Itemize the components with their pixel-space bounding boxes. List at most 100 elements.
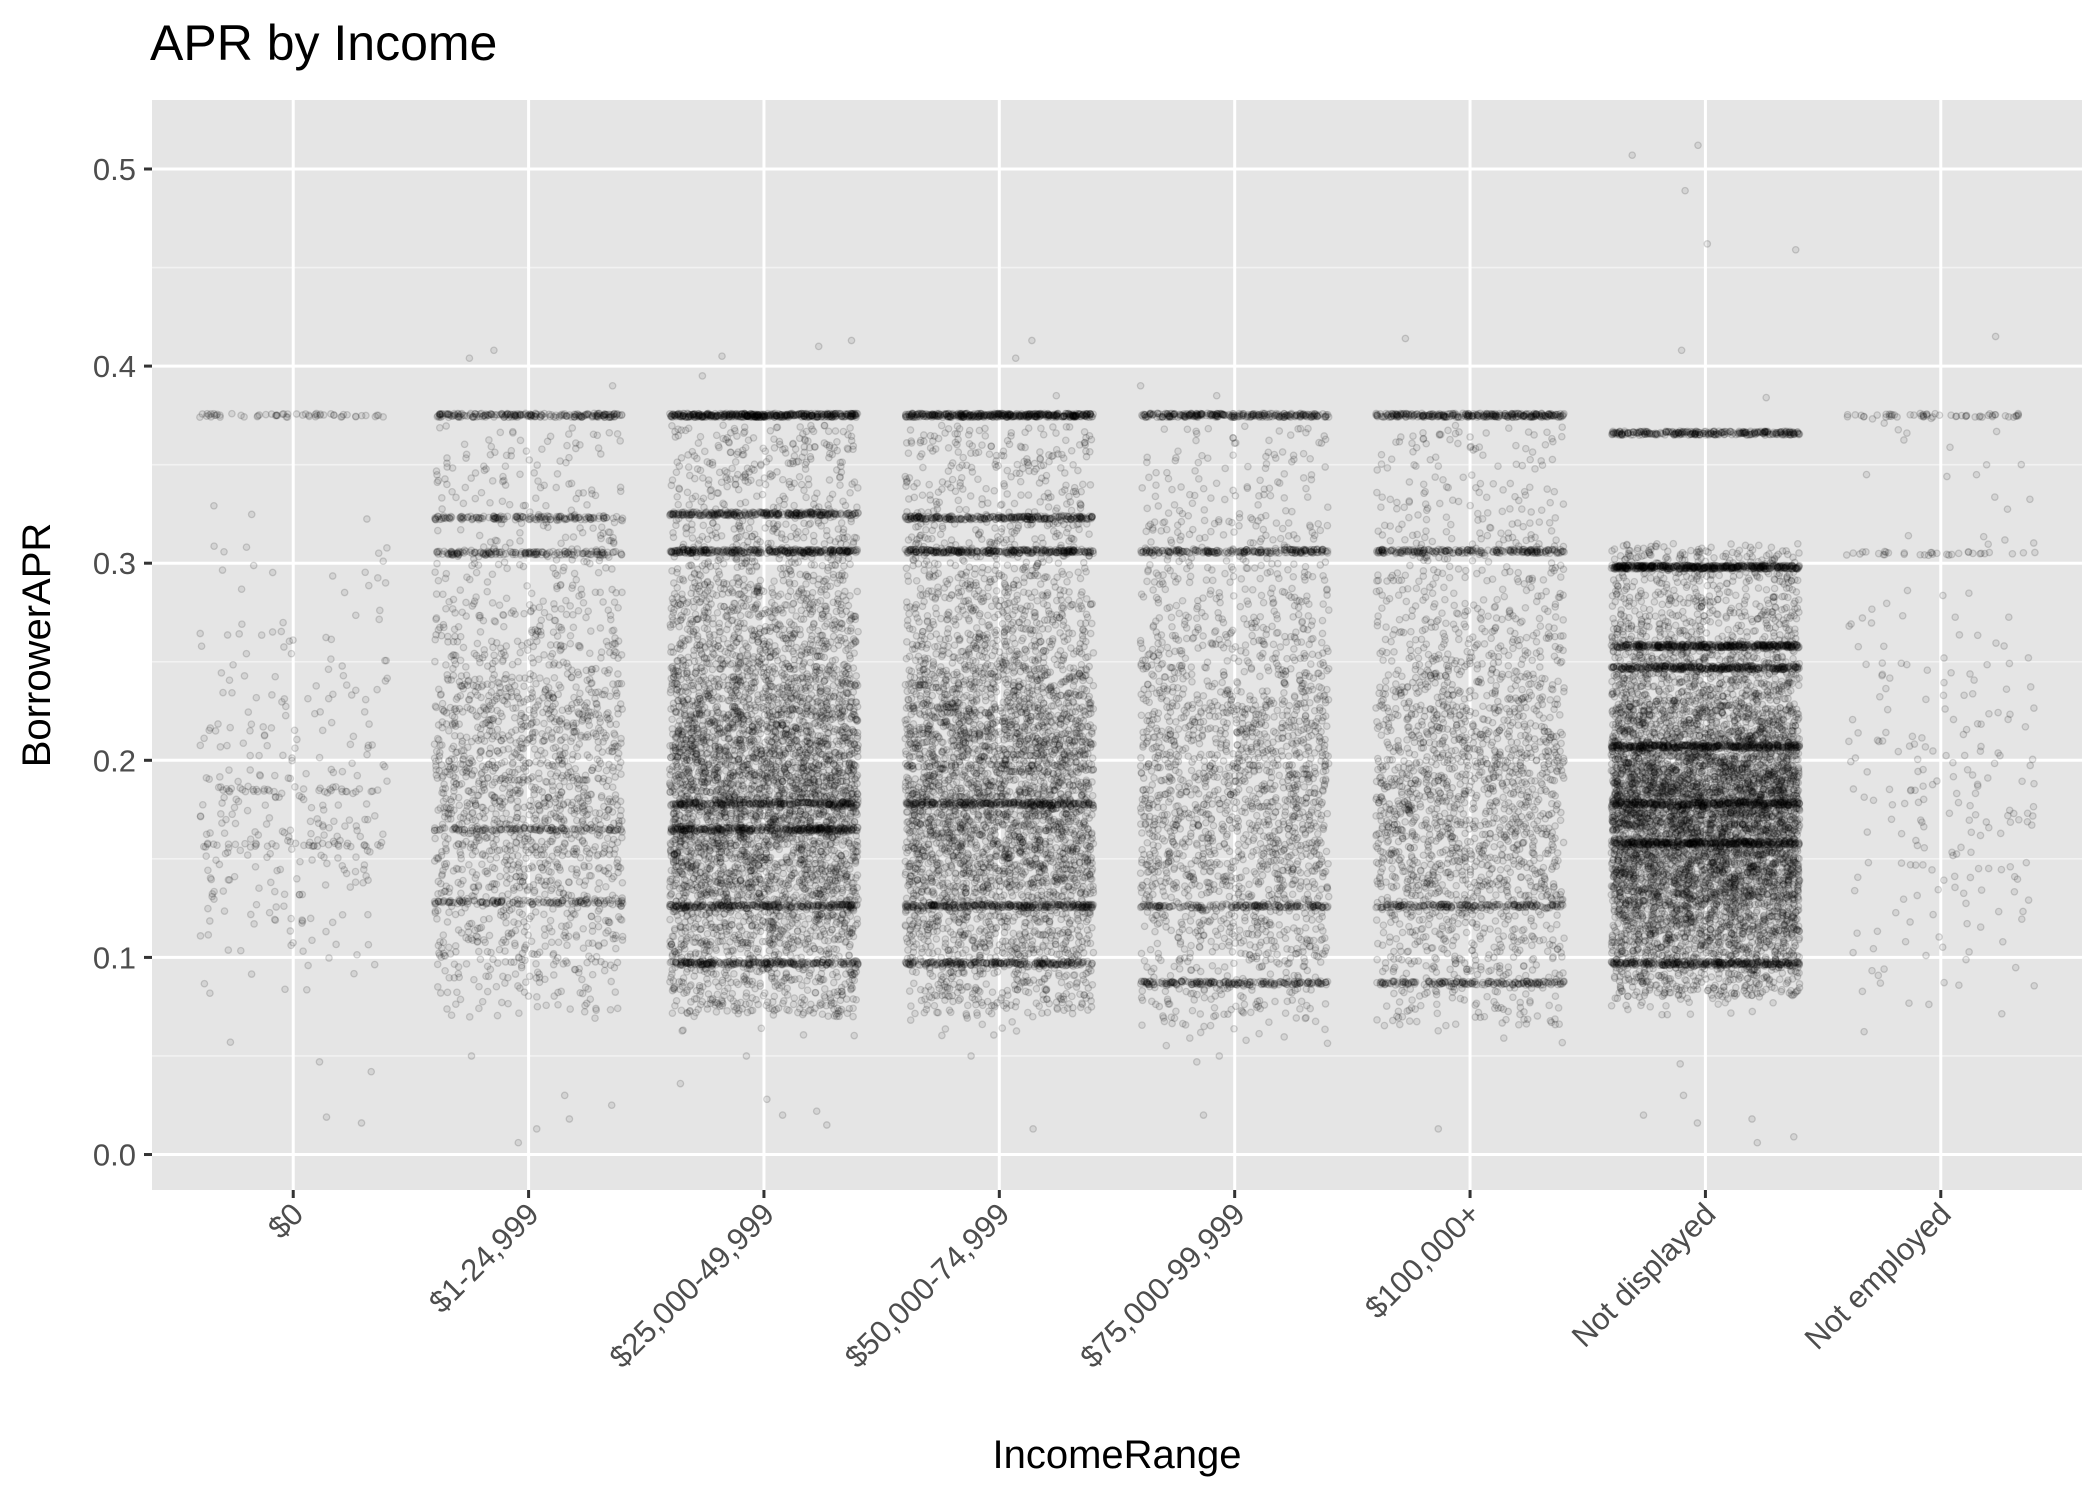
data-point: [260, 724, 266, 730]
data-point: [594, 413, 600, 419]
data-point: [614, 826, 620, 832]
data-point: [229, 690, 235, 696]
data-point: [313, 683, 319, 689]
data-point: [484, 589, 490, 595]
data-point: [221, 830, 227, 836]
data-point: [615, 671, 621, 677]
data-point: [540, 847, 546, 853]
data-point: [292, 784, 298, 790]
data-point: [492, 901, 498, 907]
data-point: [320, 727, 326, 733]
data-point: [435, 578, 441, 584]
data-point: [475, 826, 481, 832]
data-point: [463, 808, 469, 814]
data-point: [562, 930, 568, 936]
data-point: [580, 990, 586, 996]
data-point: [488, 443, 494, 449]
data-point: [594, 705, 600, 711]
data-point: [545, 794, 551, 800]
data-point: [550, 951, 556, 957]
data-point: [479, 683, 485, 689]
data-point: [605, 607, 611, 613]
data-point: [597, 727, 603, 733]
data-point: [514, 638, 520, 644]
data-point: [549, 651, 555, 657]
data-point: [215, 721, 221, 727]
data-point: [456, 794, 462, 800]
data-point: [605, 777, 611, 783]
data-point: [494, 538, 500, 544]
data-point: [471, 601, 477, 607]
data-point: [517, 538, 523, 544]
data-point: [566, 708, 572, 714]
data-point: [551, 675, 557, 681]
data-point: [224, 632, 230, 638]
data-point: [574, 699, 580, 705]
data-point: [435, 984, 441, 990]
data-point: [474, 640, 480, 646]
data-point: [595, 689, 601, 695]
data-point: [583, 704, 589, 710]
data-point: [555, 846, 561, 852]
data-point: [514, 694, 520, 700]
data-point: [435, 961, 441, 967]
data-point: [435, 722, 441, 728]
data-point: [513, 814, 519, 820]
data-point: [561, 818, 567, 824]
data-point: [433, 591, 439, 597]
data-point: [442, 968, 448, 974]
data-point: [575, 672, 581, 678]
data-point: [270, 569, 276, 575]
data-point: [563, 460, 569, 466]
data-point: [601, 515, 607, 521]
data-point: [497, 684, 503, 690]
data-point: [502, 959, 508, 965]
data-point: [594, 756, 600, 762]
data-point: [481, 917, 487, 923]
data-point: [614, 431, 620, 437]
data-point: [494, 1012, 500, 1018]
data-point: [584, 559, 590, 565]
data-point: [433, 515, 439, 521]
data-point: [366, 582, 372, 588]
data-point: [288, 651, 294, 657]
data-point: [455, 624, 461, 630]
data-point: [264, 854, 270, 860]
data-point: [363, 696, 369, 702]
data-point: [489, 638, 495, 644]
data-point: [502, 759, 508, 765]
data-point: [504, 701, 510, 707]
data-point: [489, 864, 495, 870]
data-point: [531, 951, 537, 957]
data-point: [268, 879, 274, 885]
data-point: [357, 833, 363, 839]
data-point: [560, 802, 566, 808]
data-point: [579, 591, 585, 597]
data-point: [238, 586, 244, 592]
data-point: [463, 734, 469, 740]
data-point: [560, 659, 566, 665]
data-point: [479, 515, 485, 521]
data-point: [572, 766, 578, 772]
data-point: [502, 652, 508, 658]
data-point: [610, 411, 616, 417]
data-point: [609, 566, 615, 572]
data-point: [443, 423, 449, 429]
data-point: [552, 606, 558, 612]
data-point: [608, 962, 614, 968]
data-point: [452, 661, 458, 667]
data-point: [542, 976, 548, 982]
data-point: [465, 678, 471, 684]
data-point: [247, 728, 253, 734]
data-point: [566, 784, 572, 790]
data-point: [249, 511, 255, 517]
data-point: [353, 854, 359, 860]
data-point: [720, 422, 726, 428]
data-point: [541, 738, 547, 744]
data-point: [574, 817, 580, 823]
data-point: [501, 559, 507, 565]
data-point: [438, 890, 444, 896]
data-point: [269, 629, 275, 635]
data-point: [519, 965, 525, 971]
data-point: [547, 917, 553, 923]
